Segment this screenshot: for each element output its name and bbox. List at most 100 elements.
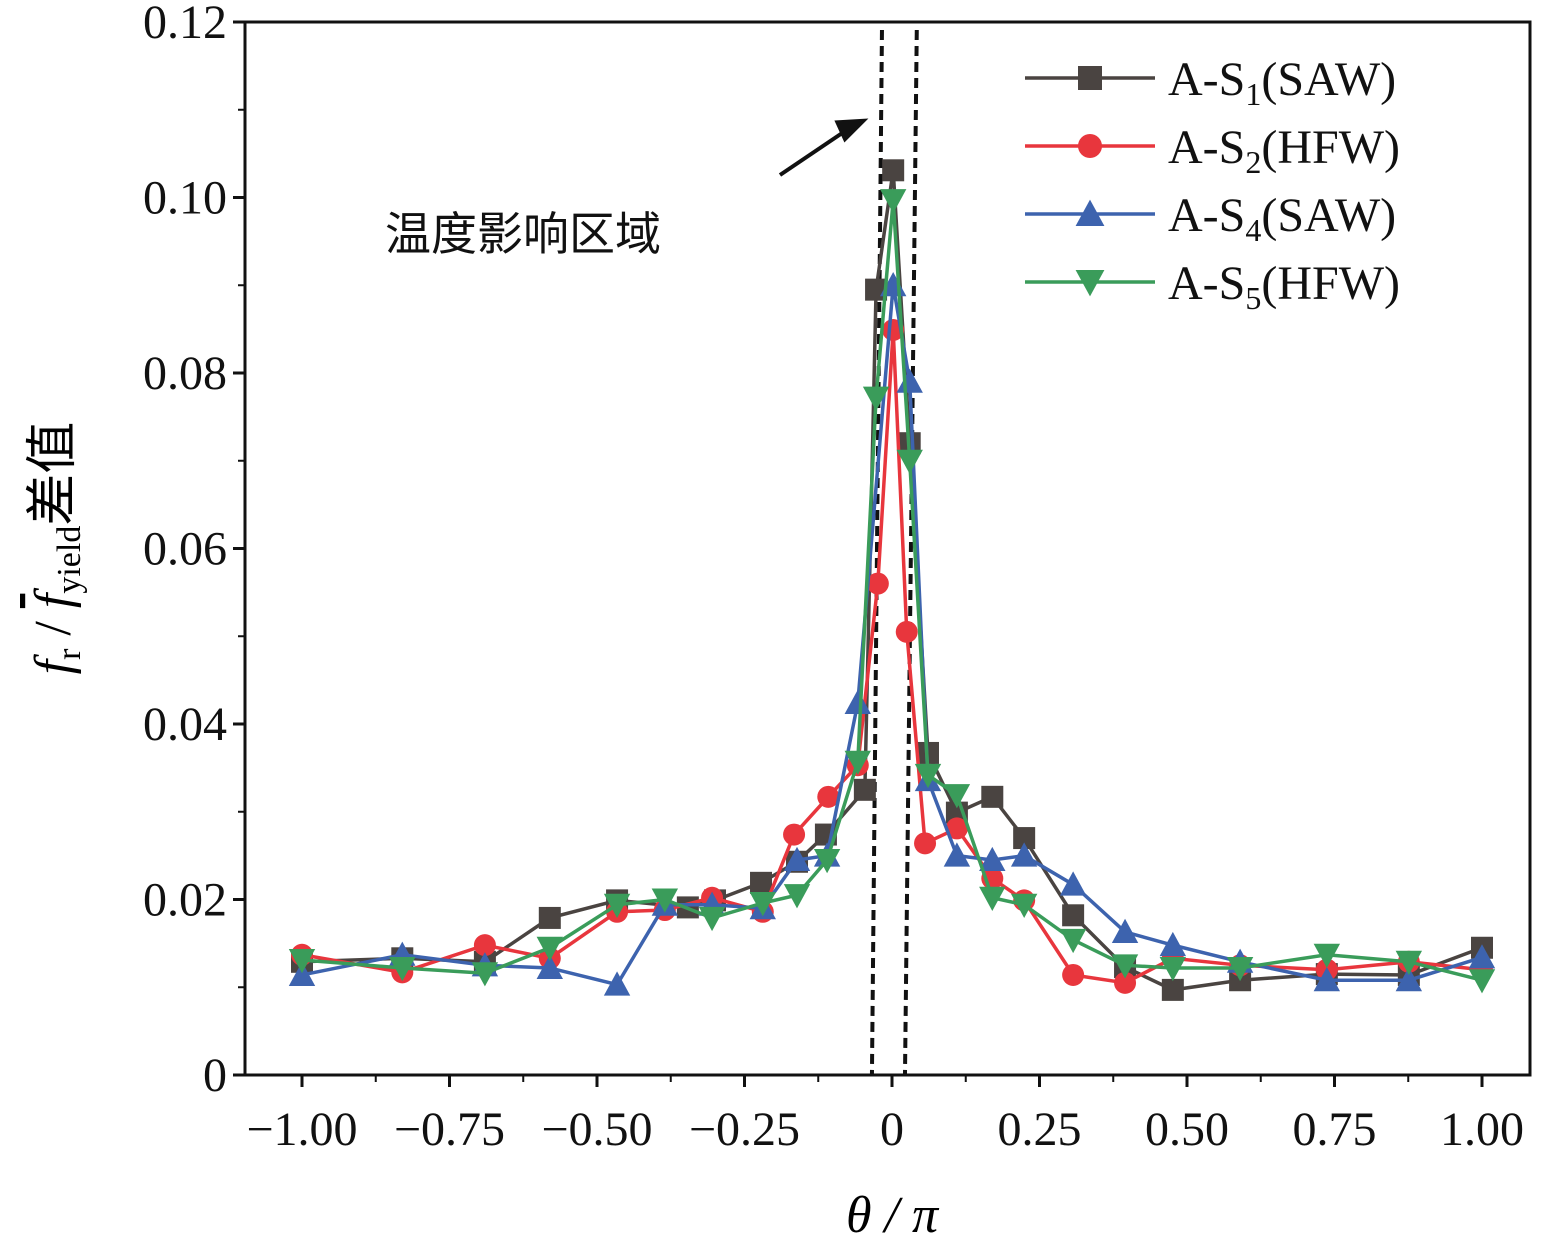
annotation-arrow <box>778 118 869 177</box>
data-point <box>1395 967 1423 992</box>
data-point <box>783 884 811 909</box>
y-tick-label: 0.10 <box>143 172 227 225</box>
data-point <box>896 368 923 393</box>
data-point <box>896 449 923 474</box>
data-point <box>783 823 806 846</box>
legend-suffix: (SAW) <box>1261 189 1396 242</box>
data-point <box>1111 918 1139 943</box>
x-axis: −1.00 −0.75 −0.50 −0.25 0 0.25 0.50 0.75 1.00 <box>246 1075 1524 1156</box>
legend-label: A-S5(HFW) <box>1168 257 1400 316</box>
data-point <box>471 962 499 987</box>
data-point <box>749 892 776 917</box>
legend-label: A-S4(SAW) <box>1168 189 1396 248</box>
legend-prefix: A-S <box>1168 121 1245 174</box>
y-tick-label: 0.04 <box>143 698 227 751</box>
data-point <box>1313 943 1341 968</box>
data-point <box>945 817 968 840</box>
data-point <box>1114 971 1137 994</box>
x-tick-label: 0 <box>880 1103 904 1156</box>
data-point <box>813 849 841 874</box>
data-point <box>1468 969 1496 994</box>
data-point <box>914 832 937 855</box>
legend-marker-icon <box>1078 66 1102 90</box>
x-tick-label: −0.25 <box>689 1103 800 1156</box>
y-tick-label: 0.08 <box>143 347 227 400</box>
data-point <box>914 763 942 789</box>
data-point <box>853 778 876 801</box>
y-label-sep: / <box>25 608 82 648</box>
data-point <box>1468 944 1496 969</box>
legend-subscript: 5 <box>1245 280 1261 316</box>
data-point <box>1161 978 1184 1001</box>
data-point <box>981 785 1004 808</box>
data-point <box>862 386 890 411</box>
legend-marker-icon <box>1075 199 1105 226</box>
data-point <box>1010 893 1038 918</box>
legend-prefix: A-S <box>1168 189 1245 242</box>
legend-label: A-S2(HFW) <box>1168 121 1400 180</box>
data-point <box>536 936 563 961</box>
data-point <box>895 620 918 643</box>
data-point <box>817 785 840 808</box>
legend-subscript: 1 <box>1245 76 1261 112</box>
data-point <box>866 572 889 595</box>
data-point <box>1062 963 1085 986</box>
legend-item: A-S4(SAW) <box>1025 189 1396 248</box>
data-point <box>844 689 871 714</box>
data-point <box>1013 827 1036 850</box>
data-point <box>882 159 905 182</box>
x-tick-label: −1.00 <box>246 1103 357 1156</box>
data-point <box>879 189 907 214</box>
data-point <box>389 956 416 982</box>
y-axis-label: fr / fyield差值 <box>23 422 88 675</box>
data-point <box>473 934 496 957</box>
arrow-head-icon <box>834 118 869 143</box>
annotation-text: 温度影响区域 <box>385 207 661 261</box>
series-4 <box>288 189 1496 994</box>
x-tick-label: −0.75 <box>394 1103 505 1156</box>
legend-subscript: 2 <box>1245 144 1261 180</box>
legend: A-S1(SAW)A-S2(HFW)A-S4(SAW)A-S5(HFW) <box>1025 53 1400 316</box>
data-point <box>698 906 726 932</box>
data-point <box>1059 928 1087 954</box>
legend-item: A-S2(HFW) <box>1025 121 1400 180</box>
data-point <box>1159 931 1187 957</box>
data-point <box>750 871 773 894</box>
data-point <box>536 954 563 979</box>
legend-prefix: A-S <box>1168 53 1245 106</box>
data-point <box>943 842 971 867</box>
data-point <box>538 906 561 929</box>
x-tick-label: −0.50 <box>541 1103 652 1156</box>
y-tick-label: 0.02 <box>143 874 227 927</box>
legend-subscript: 4 <box>1245 212 1261 248</box>
data-point <box>979 846 1006 872</box>
x-axis-label: θ / π <box>846 1187 940 1244</box>
svg-text:fr / fyield差值: fr / fyield差值 <box>23 422 88 675</box>
data-point <box>603 971 631 996</box>
data-point <box>1111 954 1139 979</box>
legend-suffix: (SAW) <box>1261 53 1396 106</box>
data-point <box>979 886 1006 911</box>
dashed-boundary-line <box>869 29 884 1076</box>
series-2 <box>291 319 1493 994</box>
legend-item: A-S1(SAW) <box>1025 53 1396 112</box>
y-label-suffix: 差值 <box>23 422 83 526</box>
legend-label: A-S1(SAW) <box>1168 53 1396 112</box>
series-line <box>301 284 1483 987</box>
legend-prefix: A-S <box>1168 257 1245 310</box>
legend-suffix: (HFW) <box>1261 257 1400 310</box>
data-point <box>1062 904 1085 927</box>
data-point <box>1313 967 1341 992</box>
data-point <box>1159 956 1187 982</box>
data-point <box>1226 956 1254 982</box>
data-point <box>288 961 316 986</box>
data-point <box>603 893 631 918</box>
y-tick-label: 0.06 <box>143 523 227 576</box>
x-tick-label: 0.50 <box>1145 1103 1229 1156</box>
x-tick-label: 1.00 <box>1440 1103 1524 1156</box>
data-point <box>288 949 316 974</box>
series-group <box>288 159 1496 1001</box>
dashed-boundary-line <box>902 29 919 1076</box>
data-point <box>844 750 871 775</box>
y-label-sub-yield: yield <box>51 526 88 594</box>
